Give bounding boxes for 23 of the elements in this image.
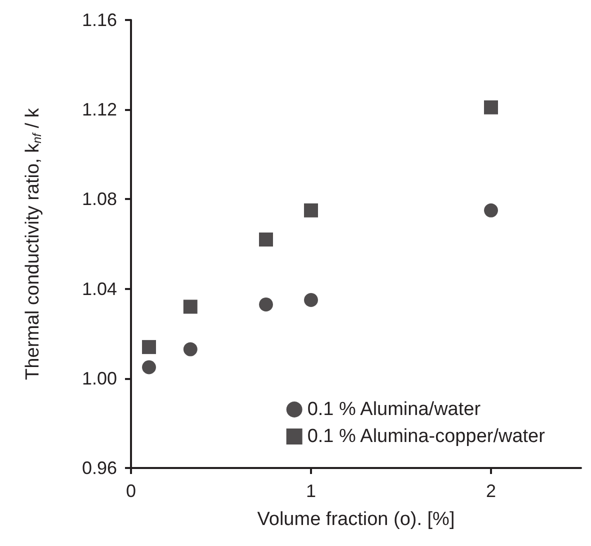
x-tick-label: 1 [306,481,316,501]
point [259,297,273,312]
x-tick-label: 2 [486,481,496,501]
y-tick-label: 1.16 [82,10,117,30]
point [259,232,273,247]
point [304,293,318,307]
point [142,360,156,374]
point [183,300,198,314]
point [484,203,498,218]
x-tick-label: 0 [126,481,136,501]
y-tick-label: 1.12 [82,100,117,120]
point [183,342,198,356]
y-tick-label: 1.00 [82,368,117,388]
y-tick-label: 1.04 [82,278,117,299]
legend-label: 0.1 % Alumina-copper/water [307,426,546,447]
y-tick-label: 0.96 [82,458,117,478]
legend-label: 0.1 % Alumina/water [307,399,482,420]
point [484,100,498,114]
point [304,203,318,218]
point [142,340,156,354]
y-tick-label: 1.08 [82,189,117,210]
x-axis-title: Volume fraction (o). [%] [257,509,455,530]
y-axis-title: Thermal conductivity ratio, knf / k [22,108,44,380]
